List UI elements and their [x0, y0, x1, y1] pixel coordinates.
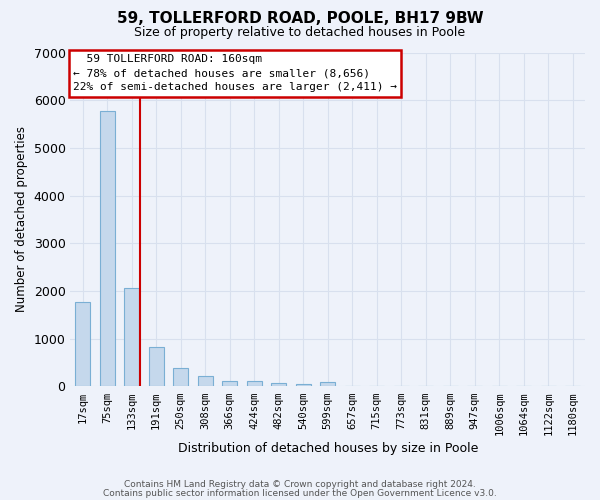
Text: Size of property relative to detached houses in Poole: Size of property relative to detached ho…: [134, 26, 466, 39]
Bar: [296, 384, 311, 386]
Bar: [100, 110, 115, 386]
X-axis label: Distribution of detached houses by size in Poole: Distribution of detached houses by size …: [178, 442, 478, 455]
Bar: [223, 381, 237, 386]
Bar: [124, 288, 139, 386]
Text: Contains HM Land Registry data © Crown copyright and database right 2024.: Contains HM Land Registry data © Crown c…: [124, 480, 476, 489]
Text: 59 TOLLERFORD ROAD: 160sqm  
← 78% of detached houses are smaller (8,656)
22% of: 59 TOLLERFORD ROAD: 160sqm ← 78% of deta…: [73, 54, 397, 92]
Bar: [247, 381, 262, 386]
Bar: [76, 302, 90, 386]
Text: 59, TOLLERFORD ROAD, POOLE, BH17 9BW: 59, TOLLERFORD ROAD, POOLE, BH17 9BW: [116, 11, 484, 26]
Bar: [149, 348, 164, 387]
Y-axis label: Number of detached properties: Number of detached properties: [15, 126, 28, 312]
Bar: [173, 368, 188, 386]
Text: Contains public sector information licensed under the Open Government Licence v3: Contains public sector information licen…: [103, 488, 497, 498]
Bar: [320, 382, 335, 386]
Bar: [198, 376, 212, 386]
Bar: [271, 383, 286, 386]
